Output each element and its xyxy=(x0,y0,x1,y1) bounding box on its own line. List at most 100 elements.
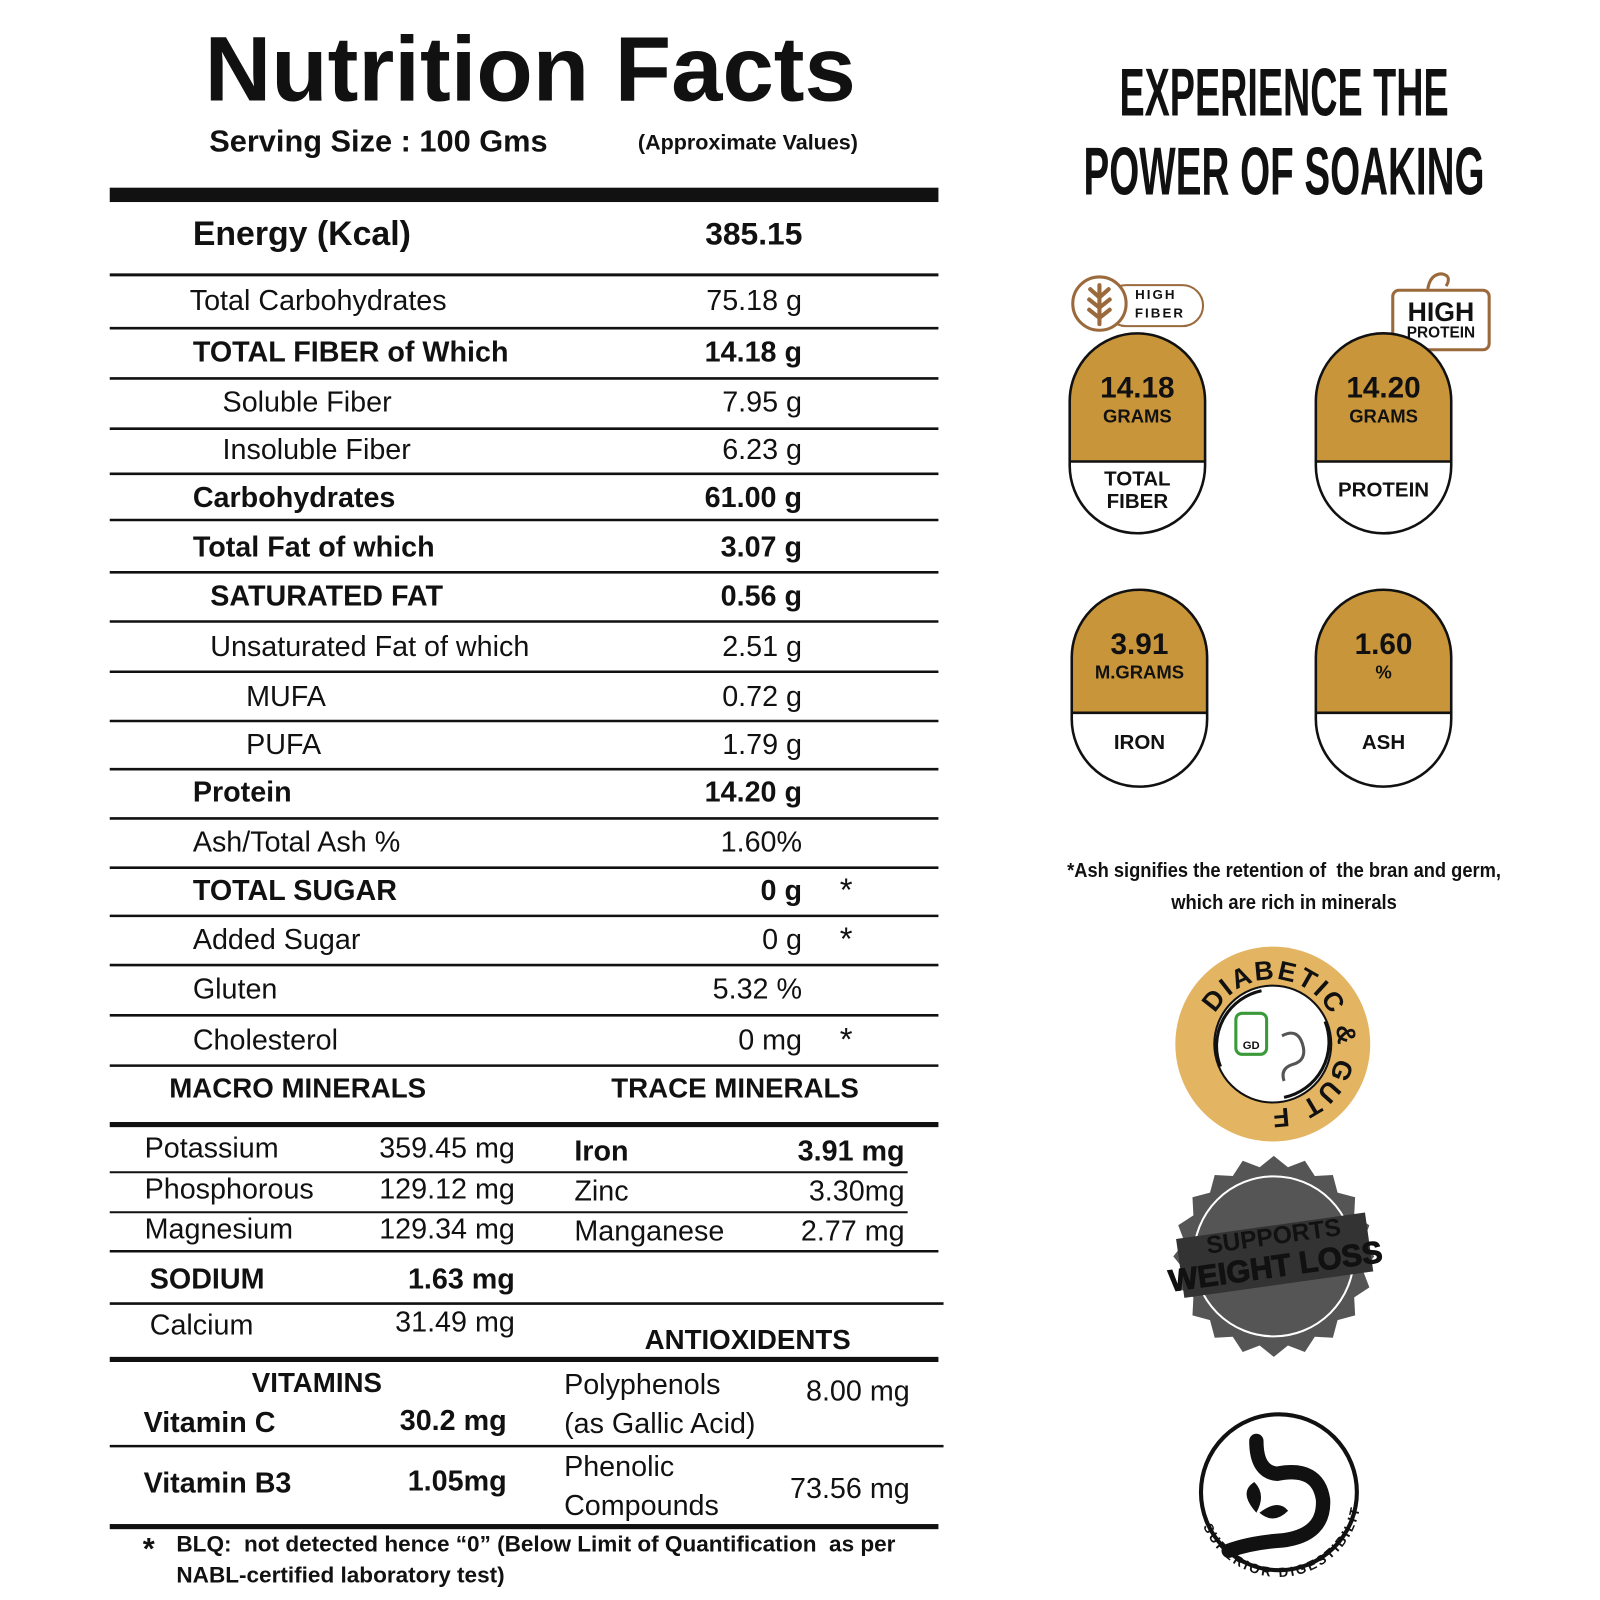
highlight-label: TOTAL xyxy=(1104,467,1170,490)
highlight-label: IRON xyxy=(1114,731,1165,754)
mineral-label: Potassium xyxy=(145,1132,279,1164)
pill-top xyxy=(1315,589,1452,713)
nutrient-label: Total Carbohydrates xyxy=(190,285,447,317)
title: Nutrition Facts xyxy=(205,16,856,120)
highlight-unit: GRAMS xyxy=(1103,405,1172,426)
badge-text: PROTEIN xyxy=(1407,324,1475,341)
highlight-label: PROTEIN xyxy=(1338,479,1429,502)
nutrient-value: 7.95 g xyxy=(722,387,802,419)
badge-frame xyxy=(1391,288,1491,352)
weight-ribbon xyxy=(1176,1212,1374,1298)
nutrient-label: Unsaturated Fat of which xyxy=(210,631,529,663)
mineral-label: Iron xyxy=(574,1135,628,1167)
arm-icon xyxy=(1426,272,1450,291)
nutrient-label: MUFA xyxy=(246,681,327,713)
footnote-mark: * xyxy=(840,920,853,957)
mineral-value: 129.12 mg xyxy=(379,1173,515,1205)
highlight-label: FIBER xyxy=(1107,490,1169,513)
pill-outline xyxy=(1314,332,1453,535)
gut-icon xyxy=(1281,1031,1306,1082)
macro-title: MACRO MINERALS xyxy=(169,1073,426,1104)
nutrient-value: 0 g xyxy=(761,875,802,907)
antioxidant-label: Polyphenols xyxy=(564,1369,720,1401)
nutrient-value: 2.51 g xyxy=(722,631,802,663)
content: Nutrition Facts Serving Size : 100 Gms (Ap… xyxy=(0,0,1501,1587)
footnote-mark: * xyxy=(143,1531,155,1566)
stomach-icon xyxy=(1221,1433,1331,1558)
badge-text: HIGH xyxy=(1408,297,1475,327)
meter-icon xyxy=(1234,1011,1269,1056)
nutrient-label: Added Sugar xyxy=(193,924,361,956)
nutrient-label: TOTAL FIBER of Which xyxy=(193,336,509,368)
thick-rule xyxy=(109,1356,939,1362)
nutrient-value: 14.20 g xyxy=(705,776,802,808)
nutrient-value: 1.60% xyxy=(721,827,802,859)
footnote-mark: * xyxy=(840,1021,853,1058)
pill-top xyxy=(1315,333,1452,462)
thick-rule xyxy=(109,1524,939,1530)
mineral-value: 359.45 mg xyxy=(379,1132,515,1164)
pill-outline xyxy=(1068,332,1207,535)
vitamin-value: 1.05mg xyxy=(408,1466,507,1498)
mineral-value: 3.91 mg xyxy=(798,1135,905,1167)
mineral-label: Phosphorous xyxy=(145,1173,314,1205)
nutrient-value: 75.18 g xyxy=(706,285,802,317)
highlight-label: ASH xyxy=(1362,731,1405,754)
ash-note: *Ash signifies the retention of the bran… xyxy=(1067,859,1501,882)
nutrient-label: PUFA xyxy=(246,729,322,761)
mineral-label: Zinc xyxy=(574,1175,628,1207)
serving-size: Serving Size : 100 Gms xyxy=(209,124,547,159)
meter-label: GD xyxy=(1243,1040,1260,1052)
antioxidants-title: ANTIOXIDENTS xyxy=(645,1324,851,1355)
mineral-value: 1.63 mg xyxy=(408,1264,515,1296)
mineral-label: Magnesium xyxy=(145,1213,293,1245)
trace-title: TRACE MINERALS xyxy=(611,1073,859,1104)
nutrient-value: 3.07 g xyxy=(721,531,802,563)
nutrient-value: 0 g xyxy=(762,924,802,956)
highlight-unit: M.GRAMS xyxy=(1095,662,1184,683)
nutrient-value: 5.32 % xyxy=(713,973,802,1005)
nutrient-value: 14.18 g xyxy=(705,336,802,368)
footnote-mark: * xyxy=(840,871,853,908)
vitamins-title: VITAMINS xyxy=(252,1367,382,1398)
highlight-value: 14.18 xyxy=(1100,372,1174,405)
ash-note: which are rich in minerals xyxy=(1170,891,1397,914)
emblem-arrows xyxy=(1215,989,1331,1099)
nutrient-value: 0.56 g xyxy=(721,581,802,613)
highlight-unit: GRAMS xyxy=(1349,405,1418,426)
side-heading: POWER OF SOAKING xyxy=(1084,134,1485,209)
mineral-label: Manganese xyxy=(574,1215,724,1247)
footnote-line: NABL-certified laboratory test) xyxy=(176,1562,504,1587)
thick-rule xyxy=(109,1122,939,1128)
mineral-label: Calcium xyxy=(150,1310,254,1342)
vitamin-value: 30.2 mg xyxy=(400,1405,507,1437)
highlight-unit: % xyxy=(1375,662,1391,683)
wheat-icon xyxy=(1087,283,1112,327)
footnote-line: BLQ: not detected hence “0” (Below Limit… xyxy=(176,1532,895,1557)
mineral-label: SODIUM xyxy=(150,1264,265,1296)
nutrient-value: 1.79 g xyxy=(722,729,802,761)
pill-top xyxy=(1069,333,1206,462)
badge-text: FIBER xyxy=(1135,305,1185,320)
nutrient-label: Ash/Total Ash % xyxy=(193,827,400,859)
nutrient-label: Carbohydrates xyxy=(193,482,396,514)
highlight-value: 3.91 xyxy=(1111,628,1169,661)
nutrient-value: 0.72 g xyxy=(722,681,802,713)
mineral-value: 31.49 mg xyxy=(395,1307,515,1339)
badge-text: HIGH xyxy=(1135,287,1177,302)
nutrient-value: 6.23 g xyxy=(722,434,802,466)
highlight-value: 1.60 xyxy=(1355,628,1413,661)
serving-note: (Approximate Values) xyxy=(638,130,858,154)
mineral-value: 3.30mg xyxy=(809,1175,905,1207)
antioxidant-label: Compounds xyxy=(564,1490,719,1522)
highlight-value: 14.20 xyxy=(1346,372,1420,405)
thick-rule xyxy=(109,187,939,203)
energy-value: 385.15 xyxy=(705,215,802,251)
nutrient-label: Gluten xyxy=(193,973,278,1005)
pill-outline xyxy=(1314,588,1453,788)
antioxidant-value: 73.56 mg xyxy=(790,1473,910,1505)
vitamin-label: Vitamin B3 xyxy=(144,1468,292,1500)
mineral-value: 129.34 mg xyxy=(379,1213,515,1245)
